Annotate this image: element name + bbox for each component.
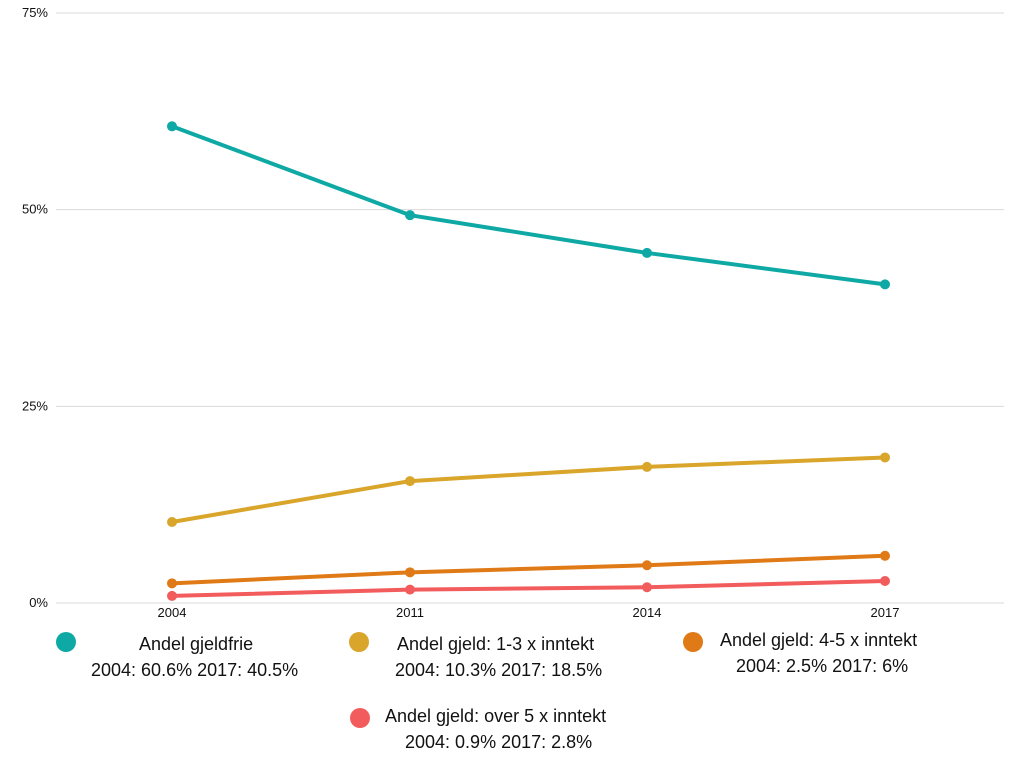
legend-label: Andel gjeldfrie xyxy=(139,634,254,654)
legend-label: Andel gjeld: over 5 x inntekt xyxy=(385,706,607,726)
legend-label: Andel gjeld: 1-3 x inntekt xyxy=(397,634,595,654)
y-axis-ticks: 0% 25% 50% 75% xyxy=(22,5,48,610)
series-line xyxy=(170,553,887,586)
series-1 xyxy=(167,452,890,527)
y-tick-label: 75% xyxy=(22,5,48,20)
legend-values: 2004: 2.5% 2017: 6% xyxy=(736,656,909,676)
legend-marker xyxy=(56,632,76,652)
data-point[interactable] xyxy=(642,247,652,258)
legend-item-gjeld-1-3[interactable]: Andel gjeld: 1-3 x inntekt 2004: 10.3% 2… xyxy=(349,630,639,686)
data-point[interactable] xyxy=(167,578,177,589)
x-tick-label: 2004 xyxy=(158,605,187,620)
data-point[interactable] xyxy=(642,560,652,571)
data-point[interactable] xyxy=(880,279,890,290)
y-tick-label: 25% xyxy=(22,398,48,413)
legend-marker xyxy=(349,632,369,652)
data-point[interactable] xyxy=(880,550,890,561)
line-chart: 0% 25% 50% 75% 2004 2011 2014 2017 xyxy=(22,5,1004,620)
series-line xyxy=(170,124,887,287)
data-point[interactable] xyxy=(880,575,890,586)
data-point[interactable] xyxy=(167,516,177,527)
y-tick-label: 50% xyxy=(22,202,48,217)
series-line xyxy=(170,455,887,524)
series-3 xyxy=(167,575,890,601)
data-point[interactable] xyxy=(642,461,652,472)
data-point[interactable] xyxy=(405,476,415,487)
legend-item-gjeld-over-5[interactable]: Andel gjeld: over 5 x inntekt 2004: 0.9%… xyxy=(350,702,640,758)
legend-values: 2004: 10.3% 2017: 18.5% xyxy=(395,660,603,680)
legend-values: 2004: 0.9% 2017: 2.8% xyxy=(405,732,593,752)
legend-values: 2004: 60.6% 2017: 40.5% xyxy=(91,660,299,680)
data-point[interactable] xyxy=(405,584,415,595)
x-axis-ticks: 2004 2011 2014 2017 xyxy=(158,605,900,620)
data-point[interactable] xyxy=(880,452,890,463)
legend-label: Andel gjeld: 4-5 x inntekt xyxy=(720,630,918,650)
series-line xyxy=(170,578,887,598)
series-lines xyxy=(167,121,890,601)
series-0 xyxy=(167,121,890,290)
data-point[interactable] xyxy=(167,121,177,132)
legend-marker xyxy=(683,632,703,652)
x-tick-label: 2011 xyxy=(396,605,424,620)
y-tick-label: 0% xyxy=(29,595,48,610)
legend-item-gjeldfrie[interactable]: Andel gjeldfrie 2004: 60.6% 2017: 40.5% xyxy=(56,630,326,686)
data-point[interactable] xyxy=(642,582,652,593)
series-2 xyxy=(167,550,890,589)
x-tick-label: 2014 xyxy=(633,605,662,620)
legend-marker xyxy=(350,708,370,728)
data-point[interactable] xyxy=(405,210,415,221)
data-point[interactable] xyxy=(167,590,177,601)
legend-item-gjeld-4-5[interactable]: Andel gjeld: 4-5 x inntekt 2004: 2.5% 20… xyxy=(683,626,983,682)
x-tick-label: 2017 xyxy=(871,605,900,620)
data-point[interactable] xyxy=(405,567,415,578)
gridlines xyxy=(56,12,1004,604)
